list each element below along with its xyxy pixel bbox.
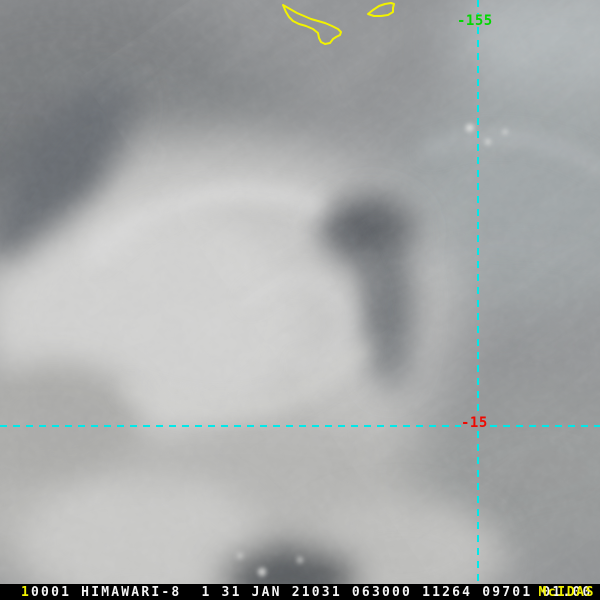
status-bar: 1 0001 HIMAWARI-8 1 31 JAN 21031 063000 1…	[0, 584, 600, 600]
longitude-label: -155	[457, 13, 493, 29]
longitude-gridline	[477, 0, 479, 14]
mcidas-brand: McIDAS	[538, 585, 595, 600]
longitude-gridline	[477, 27, 479, 414]
latitude-gridline	[0, 425, 461, 427]
frame-number: 1	[21, 584, 32, 600]
satellite-image-canvas[interactable]: -155 -15	[0, 0, 600, 584]
longitude-gridline	[477, 431, 479, 584]
coastline-overlay	[282, 2, 395, 45]
cloud-imagery	[0, 0, 600, 584]
latitude-gridline	[490, 425, 600, 427]
island-outline	[367, 2, 395, 17]
island-outline	[282, 4, 342, 45]
status-text: 0001 HIMAWARI-8 1 31 JAN 21031 063000 11…	[31, 584, 593, 600]
latitude-label: -15	[461, 415, 488, 431]
